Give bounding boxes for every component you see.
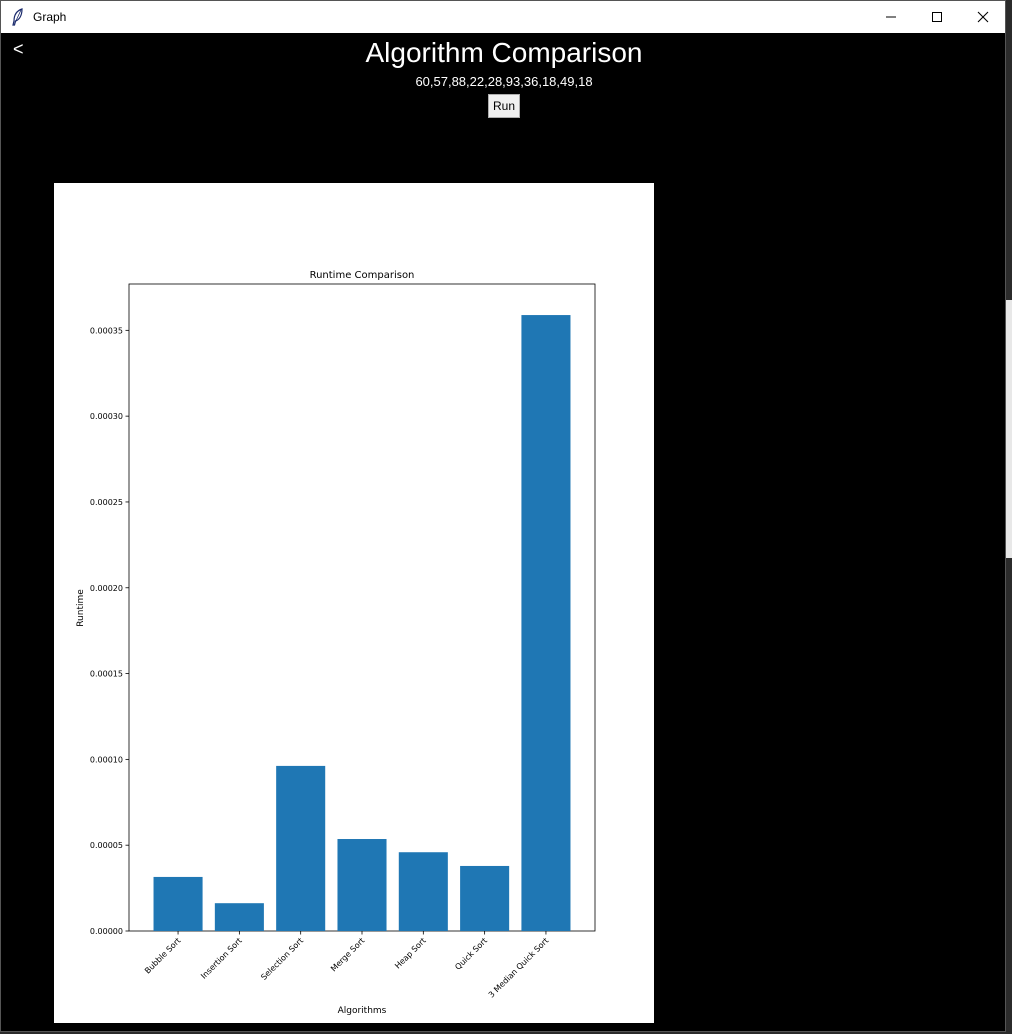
x-tick-label: Insertion Sort (199, 936, 244, 981)
y-tick-label: 0.00020 (90, 584, 123, 593)
y-tick-label: 0.00000 (90, 927, 123, 936)
x-axis: Bubble Sort Insertion Sort Selection Sort M… (143, 931, 550, 1000)
back-button[interactable]: < (13, 39, 24, 59)
background-side-panel (1005, 300, 1012, 558)
y-axis: 0.00000 0.00005 0.00010 0.00015 0.00020 0.000… (90, 326, 129, 936)
bar (276, 765, 326, 931)
maximize-icon (932, 12, 942, 22)
bar (214, 903, 264, 931)
bar (153, 876, 203, 931)
chart-figure: Runtime Comparison Algorithms Runtime 0.… (54, 183, 654, 1023)
window-title: Graph (33, 10, 67, 24)
x-tick-label: Heap Sort (393, 936, 428, 971)
chart-title: Runtime Comparison (310, 270, 415, 281)
y-tick-label: 0.00035 (90, 326, 123, 335)
x-axis-label: Algorithms (338, 1006, 387, 1016)
bars (153, 315, 571, 931)
x-tick-label: Bubble Sort (143, 936, 182, 975)
bar (398, 852, 448, 931)
title-bar[interactable]: Graph (1, 1, 1005, 33)
input-values-text: 60,57,88,22,28,93,36,18,49,18 (415, 74, 593, 89)
x-tick-label: 3 Median Quick Sort (487, 936, 551, 1000)
feather-icon (12, 8, 23, 26)
y-axis-label: Runtime (76, 589, 86, 627)
y-tick-label: 0.00015 (90, 670, 123, 679)
y-tick-label: 0.00010 (90, 755, 123, 764)
runtime-chart: Runtime Comparison Algorithms Runtime 0.… (76, 270, 596, 1016)
bar (521, 315, 571, 931)
page-title: Algorithm Comparison (365, 37, 643, 68)
bar (460, 865, 510, 931)
y-tick-label: 0.00030 (90, 412, 123, 421)
x-tick-label: Quick Sort (453, 936, 489, 972)
close-button[interactable] (960, 1, 1006, 33)
close-icon (977, 11, 989, 23)
maximize-button[interactable] (914, 1, 960, 33)
minimize-icon (886, 16, 896, 18)
y-tick-label: 0.00025 (90, 498, 123, 507)
minimize-button[interactable] (868, 1, 914, 33)
bar (337, 839, 387, 931)
x-tick-label: Selection Sort (259, 936, 305, 982)
run-button[interactable]: Run (488, 94, 520, 118)
x-tick-label: Merge Sort (329, 936, 366, 973)
y-tick-label: 0.00005 (90, 841, 123, 850)
